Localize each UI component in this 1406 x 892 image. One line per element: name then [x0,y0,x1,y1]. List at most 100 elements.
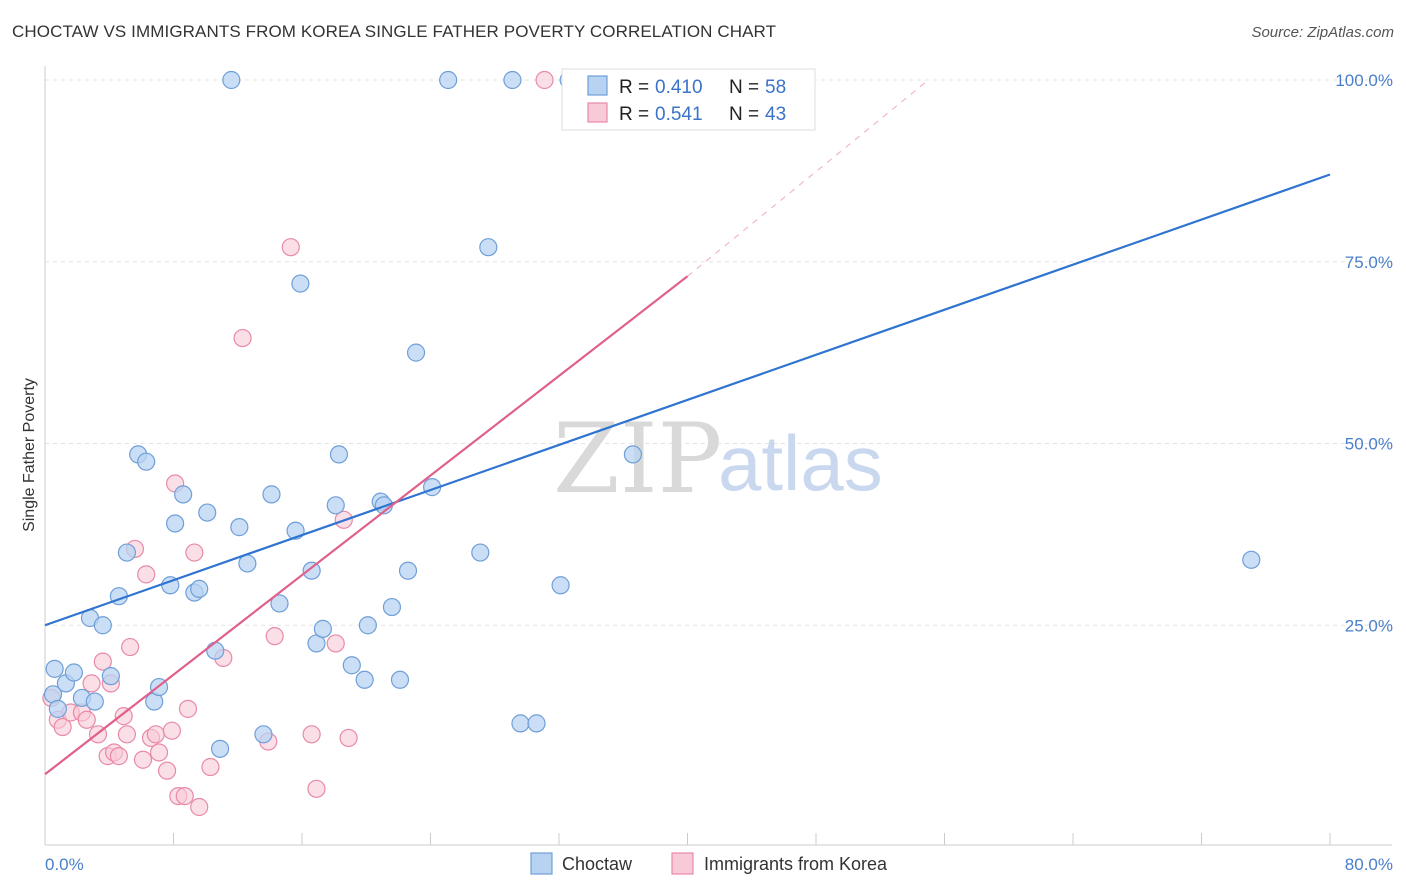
point-choctaw-2 [45,659,64,678]
legend-r-label: R = [619,104,649,125]
point-choctaw-9 [101,667,120,686]
point-korea-38 [326,634,345,653]
point-choctaw-25 [230,518,249,537]
point-choctaw-38 [355,670,374,689]
point-korea-32 [233,328,252,348]
point-choctaw-49 [479,238,498,257]
point-choctaw-18 [174,485,193,504]
y-axis-label: Single Father Poverty [21,378,38,532]
point-korea-22 [157,761,177,780]
point-choctaw-4 [64,663,84,682]
point-korea-28 [185,543,204,562]
point-korea-12 [109,747,128,766]
point-choctaw-32 [302,561,321,580]
point-korea-8 [93,652,112,671]
point-choctaw-37 [342,656,361,675]
point-choctaw-24 [222,70,241,90]
point-choctaw-35 [326,496,345,515]
legend-n-value-korea: 43 [765,104,786,125]
point-choctaw-44 [398,561,418,580]
legend-r-value-choctaw: 0.410 [655,77,703,98]
point-choctaw-43 [390,670,410,689]
watermark: ZIP atlas [553,403,883,515]
point-korea-18 [137,565,156,584]
point-korea-14 [117,725,137,744]
point-choctaw-29 [270,594,289,613]
point-korea-27 [178,699,198,718]
point-choctaw-52 [527,714,546,733]
legend-bottom-swatch-choctaw [530,852,553,875]
point-korea-40 [339,728,358,748]
legend-bottom: Choctaw Immigrants from Korea [530,852,888,875]
trend-line-korea-extension [687,79,929,277]
point-korea-21 [149,743,169,762]
legend-bottom-label-korea: Immigrants from Korea [704,854,888,874]
point-choctaw-22 [206,641,225,660]
point-korea-17 [133,750,153,769]
point-choctaw-55 [623,445,642,464]
legend-swatch-korea [587,102,608,123]
point-choctaw-48 [471,543,490,562]
point-choctaw-42 [382,597,402,617]
y-tick-label-0: 25.0% [1345,616,1393,635]
chart-title: CHOCTAW VS IMMIGRANTS FROM KOREA SINGLE … [12,22,777,41]
point-korea-26 [175,786,194,806]
legend-n-value-choctaw: 58 [765,77,786,98]
point-korea-20 [146,725,165,744]
point-korea-13 [114,707,133,726]
point-korea-37 [307,779,326,798]
point-choctaw-1 [48,699,67,718]
point-choctaw-56 [1242,550,1261,569]
point-choctaw-21 [198,503,217,522]
point-korea-6 [82,674,101,693]
trend-lines [44,79,1331,776]
point-korea-36 [302,725,321,744]
point-choctaw-34 [313,619,332,638]
grid-lines [45,79,1392,626]
point-choctaw-20 [190,579,209,599]
point-korea-30 [201,757,220,777]
legend-swatch-choctaw [587,75,608,96]
watermark-atlas: atlas [718,419,883,507]
point-choctaw-51 [511,714,530,733]
point-korea-2 [53,717,72,737]
point-choctaw-45 [406,343,426,362]
point-korea-34 [265,627,284,646]
point-choctaw-36 [329,445,349,464]
chart-source: Source: ZipAtlas.com [1251,24,1394,41]
point-choctaw-13 [137,452,156,471]
point-choctaw-8 [93,616,112,635]
x-tick-label-min: 0.0% [45,855,84,874]
point-choctaw-27 [254,725,273,744]
point-choctaw-50 [503,70,522,90]
x-tick-label-max: 80.0% [1345,855,1393,874]
point-choctaw-11 [117,543,137,562]
y-tick-label-3: 100.0% [1335,71,1393,90]
point-choctaw-53 [551,576,570,595]
y-tick-label-2: 75.0% [1345,253,1393,272]
legend-bottom-label-choctaw: Choctaw [562,854,633,874]
point-korea-23 [162,721,181,740]
legend-n-label: N = [729,77,759,98]
point-choctaw-39 [358,616,377,635]
point-korea-5 [77,710,96,729]
point-choctaw-23 [210,739,230,758]
point-choctaw-17 [166,514,185,533]
point-choctaw-28 [262,485,281,504]
legend-r-label: R = [619,77,649,98]
legend-top: R = 0.410 N = 58 R = 0.541 N = 43 [561,68,816,131]
legend-bottom-swatch-korea [671,852,694,875]
trend-line-korea [44,275,689,776]
point-korea-15 [121,637,140,657]
y-tick-label-1: 50.0% [1345,435,1393,454]
legend-r-value-korea: 0.541 [655,104,703,125]
point-korea-29 [190,797,209,817]
axes [44,66,1392,846]
trend-line-choctaw [44,173,1331,627]
point-choctaw-47 [439,70,458,90]
legend-n-label: N = [729,104,759,125]
point-choctaw-31 [291,274,310,293]
point-korea-35 [281,238,300,257]
point-choctaw-7 [85,692,104,711]
